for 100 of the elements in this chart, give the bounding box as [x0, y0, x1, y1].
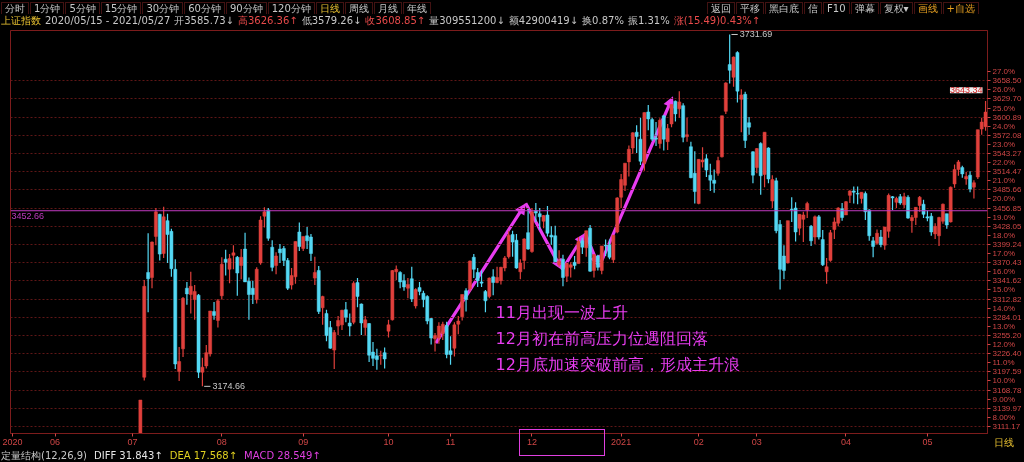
y-tick-label: 3572.08: [992, 130, 1022, 140]
text: 低3579.26↓: [301, 15, 362, 26]
y2-tick-label: 17.0%: [992, 249, 1016, 259]
y-tick-label: 3456.85: [992, 203, 1022, 213]
y2-tick-label: 23.0%: [992, 139, 1016, 149]
y-tick-label: 3514.47: [992, 167, 1022, 177]
annotation: 3174.66: [212, 381, 245, 392]
y2-tick-label: 25.0%: [992, 103, 1016, 113]
candlestick: [793, 201, 798, 243]
text: 复权▾: [879, 2, 913, 16]
candlestick: [727, 33, 732, 85]
candlestick: [487, 276, 492, 299]
text: 额42900419↓: [508, 15, 579, 26]
y-tick-label: 3312.82: [992, 294, 1022, 304]
text: 日线: [994, 436, 1014, 450]
text: 振1.31%: [627, 15, 670, 26]
annotation: 11月出现一波上升: [495, 303, 628, 323]
candlestick: [661, 114, 666, 152]
candlestick: [537, 207, 542, 231]
candlestick: [413, 287, 418, 310]
y-tick-label: 3428.05: [992, 221, 1022, 231]
annotation: 3643.34: [949, 85, 983, 96]
y2-tick-label: 24.0%: [992, 121, 1016, 131]
y2-tick-label: 14.0%: [992, 303, 1016, 313]
y-tick-label: 3399.24: [992, 239, 1022, 249]
text: 信: [804, 2, 823, 16]
candlestick: [813, 214, 817, 245]
candlestick: [320, 295, 325, 326]
candlestick: [561, 254, 565, 287]
y2-tick-label: 27.0%: [992, 67, 1016, 77]
text: 平移: [736, 2, 765, 16]
candlestick: [638, 117, 643, 166]
y2-tick-label: 9.00%: [992, 394, 1016, 404]
candlestick: [270, 239, 274, 272]
y-tick-label: 3543.27: [992, 149, 1022, 158]
text: 定量结构(12,26,9): [1, 450, 87, 461]
y-tick-label: 3168.78: [992, 385, 1022, 395]
candlestick: [751, 150, 755, 184]
chart-title: 上证指数: [1, 15, 41, 26]
candlestick: [216, 298, 220, 328]
x-tick-label: 02: [693, 436, 704, 447]
candlestick: [731, 55, 736, 88]
text: 15分钟: [100, 2, 142, 16]
x-tick-label: 08: [216, 436, 227, 447]
candlestick: [658, 117, 662, 150]
candlestick: [402, 273, 406, 292]
x-tick-label: 10: [383, 436, 394, 447]
text: 涨(15.49)0.43%↑: [673, 15, 761, 26]
y2-tick-label: 12.0%: [992, 340, 1016, 350]
y2-tick-label: 16.0%: [992, 267, 1016, 277]
text: 高3626.36↑: [237, 15, 298, 26]
text: 黑白底: [765, 2, 804, 16]
candlestick: [929, 212, 934, 237]
y2-tick-label: 15.0%: [992, 285, 1016, 295]
x-tick-label: 05: [922, 436, 933, 447]
text: 1分钟: [30, 2, 65, 16]
candlestick: [739, 88, 744, 133]
text: 90分钟: [225, 2, 267, 16]
candlestick: [483, 289, 488, 313]
x-tick-label: 11: [445, 436, 456, 447]
text: 5分钟: [65, 2, 100, 16]
text: 开3585.73↓: [174, 15, 234, 26]
candlestick: [239, 248, 243, 280]
y2-tick-label: 18.0%: [992, 230, 1016, 240]
y2-tick-label: 26.0%: [992, 85, 1016, 95]
annotation: 12月底加速突破前高，形成主升浪: [495, 355, 740, 375]
y-tick-label: 3111.17: [992, 421, 1021, 431]
candlestick: [584, 230, 589, 258]
chart-subtitle: 2020/05/15 - 2021/05/27: [45, 15, 171, 26]
candlestick: [972, 179, 976, 200]
candlestick: [871, 236, 875, 258]
candlestick: [363, 315, 368, 337]
y2-tick-label: 10.0%: [992, 376, 1016, 386]
text: 年线: [402, 2, 431, 16]
text: 日线: [315, 2, 344, 16]
y2-tick-label: 8.00%: [992, 412, 1016, 422]
candlestick: [464, 287, 468, 313]
text: 画线: [913, 2, 942, 16]
y2-tick-label: 20.0%: [992, 194, 1016, 204]
candlestick: [654, 121, 658, 147]
x-tick-label: 2020: [2, 436, 23, 447]
candlestick: [223, 249, 228, 277]
text: 周线: [344, 2, 373, 16]
candlestick: [235, 255, 240, 297]
y-tick-label: 3485.66: [992, 185, 1022, 195]
text: 分时: [1, 2, 29, 16]
y2-tick-label: 13.0%: [992, 321, 1016, 331]
candlestick: [278, 243, 282, 264]
text: 收3608.85↑: [365, 15, 426, 26]
y2-tick-label: 19.0%: [992, 212, 1016, 222]
candlestick: [146, 232, 150, 313]
x-tick-label: 04: [840, 436, 851, 447]
text: F10: [823, 2, 850, 16]
candlestick: [906, 194, 910, 220]
x-tick-label: 06: [50, 436, 61, 447]
text: +自选: [942, 2, 979, 16]
ref-line-label: 3452.66: [11, 210, 45, 221]
candlestick: [983, 100, 988, 132]
candlestick: [809, 224, 813, 247]
candlestick: [313, 256, 317, 286]
